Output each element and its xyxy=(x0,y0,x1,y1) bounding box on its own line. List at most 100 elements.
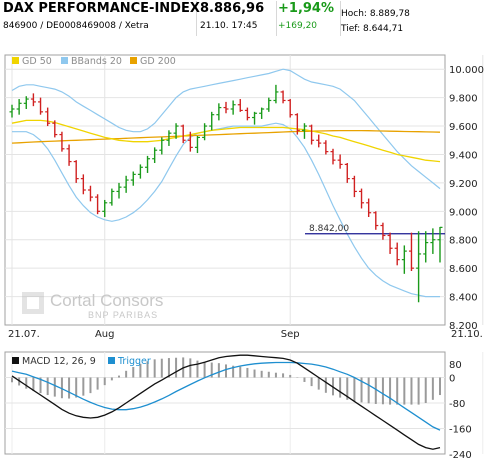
price-legend: GD 50 BBands 20 GD 200 xyxy=(12,56,176,67)
candle xyxy=(16,99,22,115)
price-ytick-label: 8.400 xyxy=(449,293,478,304)
candle xyxy=(280,90,286,104)
candle xyxy=(95,194,101,215)
last-price: 8.886,96 xyxy=(200,1,265,16)
legend-swatch-bbands xyxy=(61,57,68,64)
candle xyxy=(401,245,407,274)
candle xyxy=(323,140,329,155)
overlay-lines xyxy=(11,68,441,298)
candle xyxy=(145,155,151,173)
bollinger-upper-line xyxy=(11,68,441,190)
macd-lines xyxy=(11,354,441,450)
candle xyxy=(223,101,229,114)
price-gridlines xyxy=(5,55,484,325)
candle xyxy=(30,93,36,107)
candle xyxy=(230,100,236,115)
quote-header: DAX PERFORMANCE-INDEX 846900 / DE0008469… xyxy=(0,0,484,38)
candle xyxy=(137,164,143,179)
macd-ytick-label: -80 xyxy=(449,399,465,410)
candle xyxy=(380,222,386,240)
candle xyxy=(194,136,200,154)
candle xyxy=(259,107,265,119)
legend-swatch-trigger xyxy=(108,357,115,364)
candle xyxy=(294,113,300,135)
candle xyxy=(45,107,51,127)
macd-legend: MACD 12, 26, 9 Trigger xyxy=(12,356,151,367)
candle xyxy=(23,96,29,109)
candle xyxy=(73,160,79,183)
price-box: 8.886,96 21.10. 17:45 xyxy=(198,1,277,36)
date-tick-label: 21.07. xyxy=(8,329,40,340)
price-ytick-label: 9.600 xyxy=(449,122,478,133)
candle xyxy=(109,188,115,206)
price-ytick-label: 8.200 xyxy=(449,321,478,332)
legend-swatch-gd50 xyxy=(12,57,19,64)
change-percent: +1,94% xyxy=(278,1,334,16)
legend-swatch-gd200 xyxy=(130,57,137,64)
candle xyxy=(237,99,243,112)
legend-swatch-macd xyxy=(12,357,19,364)
candle xyxy=(430,228,436,254)
price-ytick-label: 10.000 xyxy=(449,65,484,76)
candle xyxy=(416,231,422,303)
candle xyxy=(66,144,72,166)
change-box: +1,94% +169,20 xyxy=(276,1,341,36)
watermark-logo xyxy=(22,292,44,314)
macd-ytick-label: -160 xyxy=(449,425,472,436)
reference-line-group: 8.842,00 xyxy=(305,224,445,235)
candle xyxy=(102,199,108,217)
trigger-line xyxy=(11,361,441,431)
watermark-sub: BNP PARIBAS xyxy=(88,310,158,320)
candle xyxy=(202,123,208,141)
candle xyxy=(309,124,315,145)
reference-label: 8.842,00 xyxy=(309,224,349,234)
day-low: Tief: 8.644,71 xyxy=(341,24,404,34)
quote-datetime: 21.10. 17:45 xyxy=(200,21,258,31)
legend-label-trigger: Trigger xyxy=(117,356,151,367)
candle xyxy=(123,175,129,193)
candle xyxy=(159,137,165,155)
candle xyxy=(152,147,158,163)
change-absolute: +169,20 xyxy=(278,21,318,31)
price-ytick-label: 8.800 xyxy=(449,236,478,247)
date-axis-labels: 21.07. Aug Sep 21.10. xyxy=(8,329,483,340)
price-ytick-label: 9.200 xyxy=(449,179,478,190)
high-low-box: Hoch: 8.889,78 Tief: 8.644,71 xyxy=(341,1,481,36)
date-tick-label: Sep xyxy=(281,329,300,340)
candle xyxy=(116,182,122,199)
gd50-line xyxy=(11,119,441,163)
day-high: Hoch: 8.889,78 xyxy=(341,9,410,19)
price-ytick-label: 9.800 xyxy=(449,94,478,105)
candle xyxy=(394,242,400,266)
candle xyxy=(301,123,307,139)
macd-ytick-label: -240 xyxy=(449,450,472,461)
price-ytick-label: 9.400 xyxy=(449,150,478,161)
macd-ytick-label: 0 xyxy=(449,374,455,385)
candles xyxy=(9,84,443,303)
candle xyxy=(337,154,343,169)
candle xyxy=(273,84,279,104)
bollinger-lower-line xyxy=(12,122,440,298)
price-ytick-label: 9.000 xyxy=(449,207,478,218)
candle xyxy=(166,130,172,146)
candle xyxy=(366,198,372,217)
candle xyxy=(266,97,272,112)
candle xyxy=(80,174,86,195)
candle xyxy=(130,171,136,186)
legend-label-gd50: GD 50 xyxy=(22,56,52,67)
date-tick-label: 21.10. xyxy=(451,329,483,340)
candle xyxy=(316,134,322,148)
candle xyxy=(423,231,429,263)
candle xyxy=(9,104,15,118)
index-title-box: DAX PERFORMANCE-INDEX 846900 / DE0008469… xyxy=(3,1,200,36)
candle xyxy=(173,123,179,139)
candle xyxy=(359,188,365,209)
price-ytick-label: 8.600 xyxy=(449,264,478,275)
watermark-emblem xyxy=(22,292,44,314)
index-name: DAX PERFORMANCE-INDEX xyxy=(3,1,200,16)
candle xyxy=(437,226,443,263)
watermark-emblem-inner xyxy=(27,297,39,309)
candle xyxy=(330,148,336,165)
candle xyxy=(387,232,393,254)
